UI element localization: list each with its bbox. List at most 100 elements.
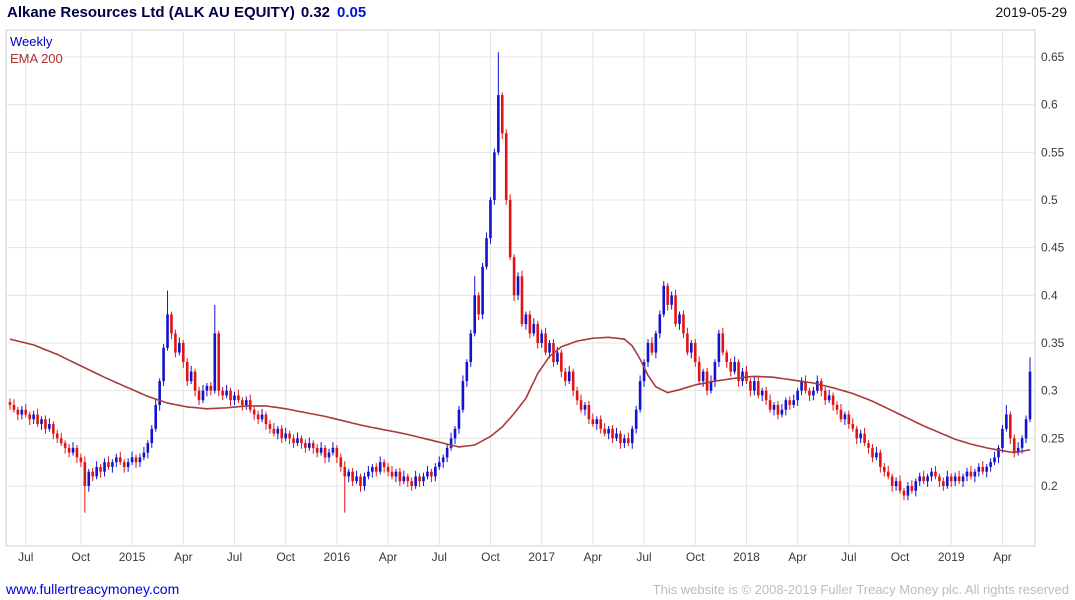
candle-body <box>945 476 949 486</box>
candle-body <box>942 481 945 486</box>
candle-body <box>130 457 134 463</box>
candle-body <box>619 433 622 444</box>
candle-body <box>520 276 524 324</box>
candle-body <box>48 424 51 429</box>
candle-body <box>59 438 63 444</box>
candle-body <box>504 133 508 200</box>
candle-body <box>36 414 39 425</box>
candle-body <box>213 333 217 391</box>
candle-body <box>111 462 114 467</box>
candle-body <box>12 404 16 410</box>
x-axis-label: Jul <box>18 550 33 564</box>
candle-body <box>477 295 480 315</box>
candle-body <box>52 424 55 434</box>
candle-body <box>1028 371 1032 420</box>
candle-body <box>103 462 106 472</box>
candle-body <box>1001 428 1004 448</box>
candle-body <box>764 390 768 401</box>
x-axis-label: 2015 <box>119 550 146 564</box>
candle-body <box>142 452 146 458</box>
candle-body <box>930 471 933 477</box>
ema-legend-label: EMA 200 <box>10 51 63 66</box>
candle-body <box>95 466 98 477</box>
candle-body <box>209 385 213 391</box>
x-axis-label: Apr <box>993 550 1012 564</box>
candle-body <box>465 362 469 382</box>
site-link[interactable]: www.fullertreacymoney.com <box>6 581 180 597</box>
candle-body <box>753 381 756 391</box>
candle-body <box>867 443 870 448</box>
chart-header: Alkane Resources Ltd (ALK AU EQUITY) 0.32… <box>7 4 1067 22</box>
candle-body <box>339 457 343 467</box>
candle-body <box>63 443 67 448</box>
candle-body <box>701 371 705 382</box>
candle-body <box>260 414 264 420</box>
candle-body <box>894 481 898 486</box>
candle-body <box>1012 438 1016 453</box>
candle-body <box>382 462 386 467</box>
candle-body <box>1024 419 1028 439</box>
candle-body <box>674 295 677 324</box>
candle-body <box>760 390 764 396</box>
candle-body <box>556 352 559 363</box>
candle-body <box>627 438 630 444</box>
candle-body <box>863 433 866 444</box>
candle-body <box>284 433 287 439</box>
candle-body <box>666 285 669 305</box>
candle-body <box>816 381 819 391</box>
candle-body <box>808 390 811 396</box>
candle-body <box>768 400 772 410</box>
candle-body <box>875 452 878 458</box>
candle-body <box>473 295 477 334</box>
candle-body <box>780 409 784 415</box>
candle-body <box>788 400 792 405</box>
y-axis-label: 0.5 <box>1041 193 1058 207</box>
candle-body <box>717 333 721 363</box>
candle-body <box>882 466 886 472</box>
candle-body <box>709 381 713 391</box>
ema-line <box>9 336 1031 454</box>
candle-body <box>638 381 642 410</box>
candle-body <box>662 285 666 315</box>
candle-body <box>252 409 256 415</box>
candle-body <box>493 152 496 200</box>
copyright-text: This website is © 2008-2019 Fuller Treac… <box>652 582 1069 597</box>
candle-body <box>374 466 378 472</box>
candle-body <box>871 447 874 458</box>
candle-body <box>217 333 221 391</box>
last-price: 0.32 <box>300 4 331 21</box>
chart-date: 2019-05-29 <box>995 4 1067 20</box>
candle-body <box>44 419 47 429</box>
candle-body <box>839 409 843 420</box>
y-axis-label: 0.35 <box>1041 336 1065 350</box>
candle-body <box>398 471 402 482</box>
candle-body <box>197 390 201 401</box>
candle-body <box>185 362 189 382</box>
candle-body <box>115 457 118 463</box>
candle-body <box>40 419 43 425</box>
candle-body <box>890 476 894 486</box>
candle-body <box>410 481 413 486</box>
x-axis-label: Jul <box>227 550 242 564</box>
candle-body <box>268 424 272 429</box>
candle-body <box>8 402 12 405</box>
candle-body <box>162 347 165 382</box>
candle-body <box>378 462 382 472</box>
candle-body <box>973 471 977 477</box>
candle-body <box>678 314 681 324</box>
y-axis-label: 0.55 <box>1041 145 1065 159</box>
candle-body <box>733 362 736 372</box>
candle-body <box>823 390 827 401</box>
candle-body <box>304 443 307 448</box>
candle-body <box>910 485 914 491</box>
candle-body <box>296 438 299 444</box>
candle-body <box>489 199 492 239</box>
candle-body <box>544 333 547 353</box>
candle-body <box>591 419 595 425</box>
x-axis-label: Jul <box>841 550 856 564</box>
candle-body <box>571 371 575 391</box>
candle-body <box>835 404 839 410</box>
candle-body <box>560 352 563 372</box>
candle-body <box>280 428 284 439</box>
